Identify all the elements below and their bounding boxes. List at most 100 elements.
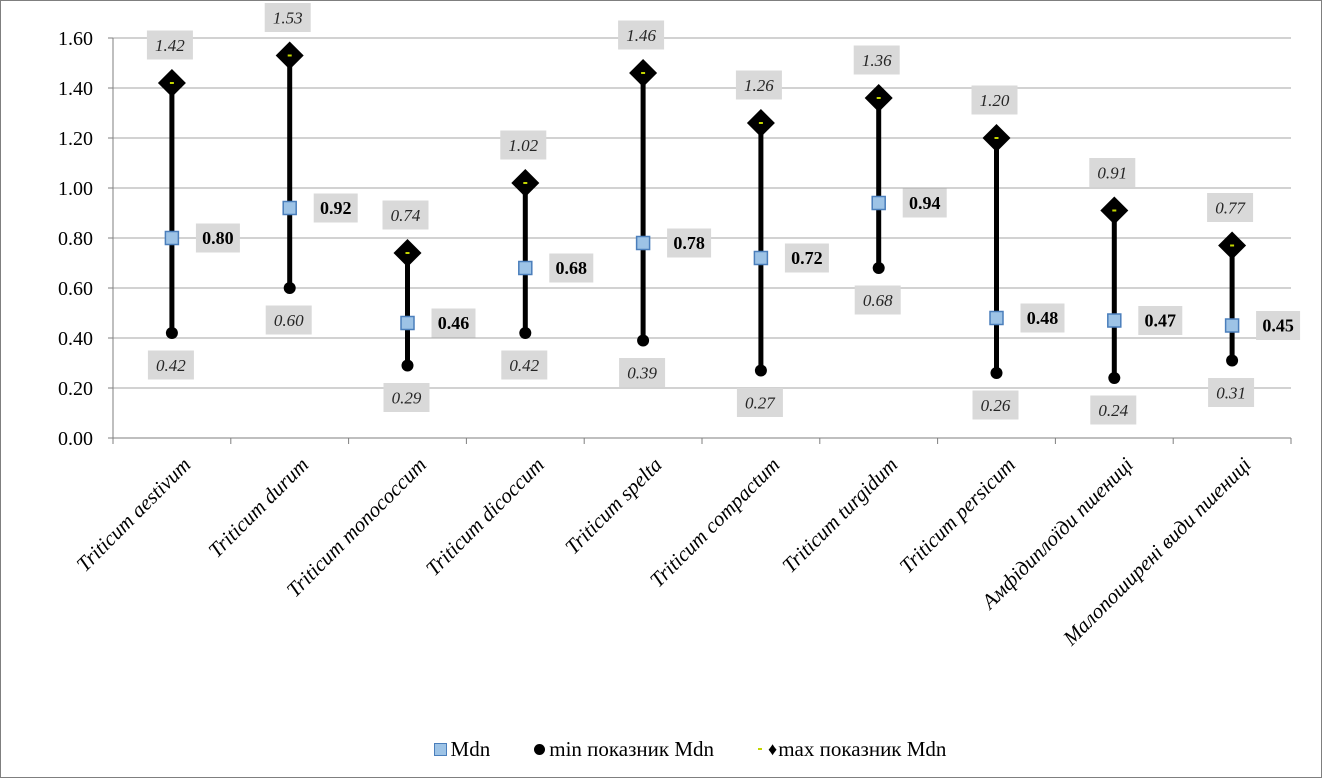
max-label: 0.74 [391, 206, 421, 225]
min-point [1108, 372, 1121, 384]
min-label-box [265, 305, 312, 335]
min-label: 0.68 [863, 291, 893, 310]
y-tick-label: 0.20 [58, 378, 93, 400]
median-label: 0.80 [202, 228, 234, 248]
legend-dot-icon [534, 743, 546, 755]
median-label-box [1138, 306, 1183, 335]
legend-item-max: ♦ max показник Mdn [758, 737, 946, 762]
median-point [635, 235, 651, 251]
max-label: 1.46 [626, 26, 656, 45]
median-label: 0.92 [320, 198, 352, 218]
min-label: 0.29 [392, 389, 422, 408]
min-label: 0.31 [1216, 384, 1246, 403]
max-label-box [1207, 193, 1254, 222]
median-label: 0.68 [556, 258, 588, 278]
y-tick-label: 0.00 [58, 428, 93, 450]
min-label-box [1208, 378, 1255, 407]
min-label-box [972, 390, 1019, 420]
y-tick-label: 0.80 [58, 228, 93, 250]
median-point [518, 260, 533, 276]
max-label-box [500, 130, 547, 160]
y-tick-label: 1.60 [58, 28, 93, 50]
median-label: 0.48 [1027, 308, 1059, 328]
median-label-box [1256, 311, 1301, 340]
median-label: 0.94 [909, 193, 941, 213]
max-label: 0.91 [1097, 164, 1127, 183]
legend-label-mdn: Mdn [450, 736, 491, 761]
median-point [753, 250, 769, 266]
min-point [1226, 354, 1239, 367]
min-label-box [1090, 395, 1137, 425]
max-label: 0.77 [1215, 199, 1246, 218]
category-label: Малопоширені види пшениці [1058, 452, 1256, 650]
category-label: Triticum aestivum [72, 453, 196, 577]
max-label: 1.26 [744, 76, 774, 95]
legend: Mdn min показник Mdn ♦ max показник Mdn [1, 734, 1321, 764]
legend-item-min: min показник Mdn [534, 737, 714, 762]
median-label-box [431, 308, 476, 338]
min-label-box [383, 383, 430, 412]
max-label-box [618, 20, 665, 50]
y-tick-label: 1.20 [58, 128, 93, 150]
category-label: Triticum durum [203, 453, 313, 563]
max-label: 1.42 [155, 36, 185, 55]
max-label-box [146, 30, 193, 60]
median-point [1107, 313, 1122, 328]
min-point [519, 327, 532, 339]
y-tick-label: 1.00 [58, 178, 93, 200]
max-label: 1.36 [862, 51, 892, 70]
min-label-box [501, 350, 548, 380]
min-label: 0.42 [156, 356, 186, 375]
median-label: 0.47 [1145, 311, 1177, 331]
min-point [401, 359, 414, 372]
median-label-box [1020, 303, 1065, 333]
min-label-box [619, 358, 666, 387]
min-label: 0.27 [745, 394, 776, 413]
median-label-box [195, 223, 240, 253]
median-label-box [313, 193, 358, 223]
min-point [283, 282, 296, 294]
min-label-box [147, 350, 194, 380]
legend-item-mdn: Mdn [433, 736, 491, 762]
category-label: Triticum compactum [645, 453, 784, 592]
median-label: 0.45 [1262, 316, 1294, 336]
median-point [400, 315, 415, 331]
min-point [165, 327, 178, 339]
median-label-box [902, 188, 947, 218]
legend-label-min: min показник Mdn [549, 736, 714, 761]
median-point [164, 230, 180, 246]
min-point [990, 367, 1003, 379]
max-label-box [735, 70, 782, 100]
max-label: 1.02 [508, 136, 538, 155]
median-label-box [667, 228, 712, 258]
min-label: 0.39 [627, 364, 657, 383]
max-label-box [853, 45, 900, 75]
y-tick-label: 0.60 [58, 278, 93, 300]
max-label: 1.20 [980, 91, 1010, 110]
min-label: 0.26 [981, 396, 1011, 415]
max-label-box [382, 200, 429, 230]
max-label-box [1089, 158, 1136, 187]
min-label: 0.24 [1098, 401, 1128, 420]
min-point [872, 262, 885, 274]
max-label-box [971, 85, 1018, 115]
min-point [637, 334, 650, 347]
category-label: Triticum persicum [895, 453, 1020, 578]
legend-square-icon [433, 742, 447, 756]
max-label-box [264, 3, 311, 32]
median-label: 0.78 [673, 233, 705, 253]
y-tick-label: 1.40 [58, 78, 93, 100]
median-label: 0.72 [791, 248, 823, 268]
y-tick-label: 0.40 [58, 328, 93, 350]
chart-plot: 0.00 0.20 0.40 0.60 0.80 1.00 1.20 1.40 1.60 1.42… [58, 3, 1301, 651]
legend-diamond-icon: ♦ [768, 739, 778, 759]
median-point [1224, 318, 1240, 333]
median-point [871, 195, 886, 211]
median-label-box [549, 253, 594, 283]
median-point [989, 310, 1004, 326]
legend-dash-icon [758, 748, 762, 750]
median-label: 0.46 [438, 313, 470, 333]
min-label: 0.60 [274, 311, 304, 330]
category-label: Triticum spelta [560, 453, 666, 559]
